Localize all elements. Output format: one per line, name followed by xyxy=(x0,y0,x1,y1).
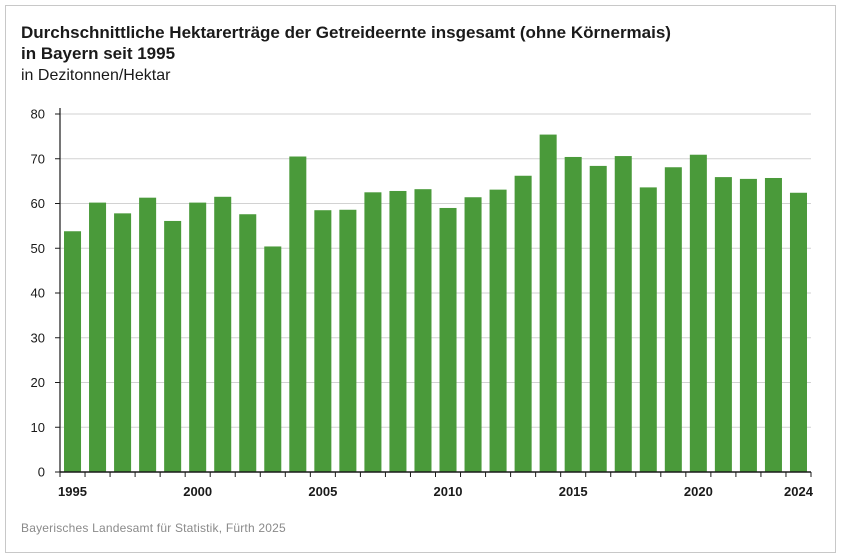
bar-1997 xyxy=(114,213,132,472)
bar-2015 xyxy=(564,156,582,472)
bar-2013 xyxy=(514,175,532,472)
y-tick-label-70: 70 xyxy=(31,151,45,166)
x-tick-label-2015: 2015 xyxy=(559,484,588,499)
y-tick-label-80: 80 xyxy=(31,107,45,122)
bar-2004 xyxy=(289,156,307,472)
x-tick-label-2005: 2005 xyxy=(308,484,337,499)
bar-2021 xyxy=(714,177,732,472)
y-tick-label-30: 30 xyxy=(31,330,45,345)
x-tick-label-2010: 2010 xyxy=(434,484,463,499)
bar-2006 xyxy=(339,209,357,472)
bar-2023 xyxy=(764,177,782,473)
y-tick-label-10: 10 xyxy=(31,420,45,435)
x-tick-label-2020: 2020 xyxy=(684,484,713,499)
bars xyxy=(64,134,807,473)
grid-lines xyxy=(60,113,811,428)
bar-2001 xyxy=(214,196,232,473)
y-tick-labels: 0 10 20 30 40 50 60 70 80 xyxy=(31,107,45,480)
bar-2007 xyxy=(364,192,382,472)
chart-title: Durchschnittliche Hektarerträge der Getr… xyxy=(21,22,821,64)
bar-2020 xyxy=(689,154,707,472)
chart-title-line-1: Durchschnittliche Hektarerträge der Getr… xyxy=(21,23,671,42)
axes xyxy=(55,108,812,477)
y-tick-label-40: 40 xyxy=(31,286,45,301)
bar-2009 xyxy=(414,189,432,472)
bar-2002 xyxy=(239,214,257,473)
bar-2014 xyxy=(539,134,557,472)
x-tick-label-2024: 2024 xyxy=(784,484,814,499)
x-tick-label-1995: 1995 xyxy=(58,484,87,499)
bar-2018 xyxy=(639,187,657,472)
bar-2019 xyxy=(664,167,682,472)
y-tick-label-60: 60 xyxy=(31,196,45,211)
bar-2011 xyxy=(464,197,482,473)
bar-2005 xyxy=(314,210,332,472)
bar-2022 xyxy=(739,178,757,472)
bar-1999 xyxy=(164,220,182,472)
x-tick-label-2000: 2000 xyxy=(183,484,212,499)
y-tick-label-50: 50 xyxy=(31,241,45,256)
bar-2024 xyxy=(789,192,807,472)
bar-1996 xyxy=(89,202,107,472)
bar-2003 xyxy=(264,246,282,472)
bar-2016 xyxy=(589,165,607,472)
bar-2000 xyxy=(189,202,207,472)
bar-1995 xyxy=(64,231,82,472)
y-tick-label-0: 0 xyxy=(38,465,45,480)
y-tick-label-20: 20 xyxy=(31,375,45,390)
source-note: Bayerisches Landesamt für Statistik, Für… xyxy=(21,521,286,535)
bar-2017 xyxy=(614,156,632,472)
bar-2012 xyxy=(489,189,507,472)
bar-2010 xyxy=(439,207,457,472)
bar-1998 xyxy=(139,197,157,472)
chart-subtitle: in Dezitonnen/Hektar xyxy=(21,67,171,84)
bar-2008 xyxy=(389,190,407,472)
chart-title-line-2: in Bayern seit 1995 xyxy=(21,44,176,63)
x-tick-labels: 1995 2000 2005 2010 2015 2020 2024 xyxy=(58,484,814,499)
